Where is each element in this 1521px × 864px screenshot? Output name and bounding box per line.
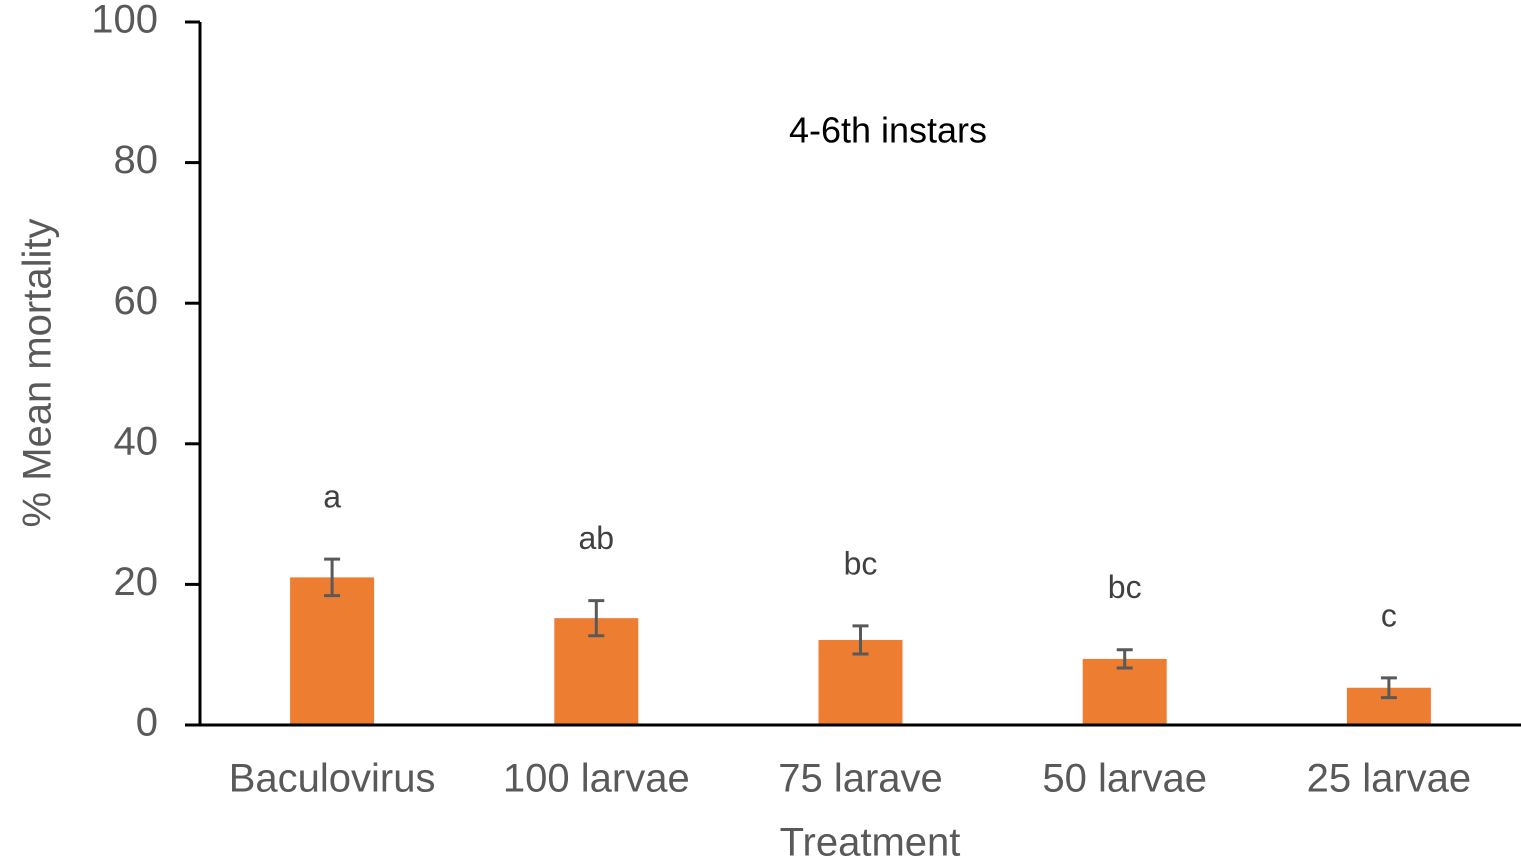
bar xyxy=(290,577,375,725)
y-tick-label: 20 xyxy=(114,560,159,604)
annotation: ab xyxy=(579,520,615,556)
annotation: c xyxy=(1381,597,1397,633)
annotation: bc xyxy=(844,545,878,581)
y-tick-label: 0 xyxy=(136,701,158,745)
y-tick-label: 100 xyxy=(91,0,158,42)
x-tick-label: Baculovirus xyxy=(229,757,436,801)
x-tick-label: 100 larvae xyxy=(503,757,690,801)
chart-title: 4-6th instars xyxy=(789,110,987,151)
annotation: a xyxy=(323,479,341,515)
x-tick-label: 50 larvae xyxy=(1042,757,1207,801)
annotation: bc xyxy=(1108,569,1142,605)
bar xyxy=(1082,658,1167,725)
y-tick-label: 40 xyxy=(114,419,159,463)
y-tick-label: 60 xyxy=(114,279,159,323)
y-axis-label: % Mean mortality xyxy=(16,219,60,528)
x-tick-label: 25 larvae xyxy=(1307,757,1472,801)
y-tick-label: 80 xyxy=(114,138,159,182)
x-tick-label: 75 larave xyxy=(778,757,943,801)
x-axis-label: Treatment xyxy=(780,821,961,864)
